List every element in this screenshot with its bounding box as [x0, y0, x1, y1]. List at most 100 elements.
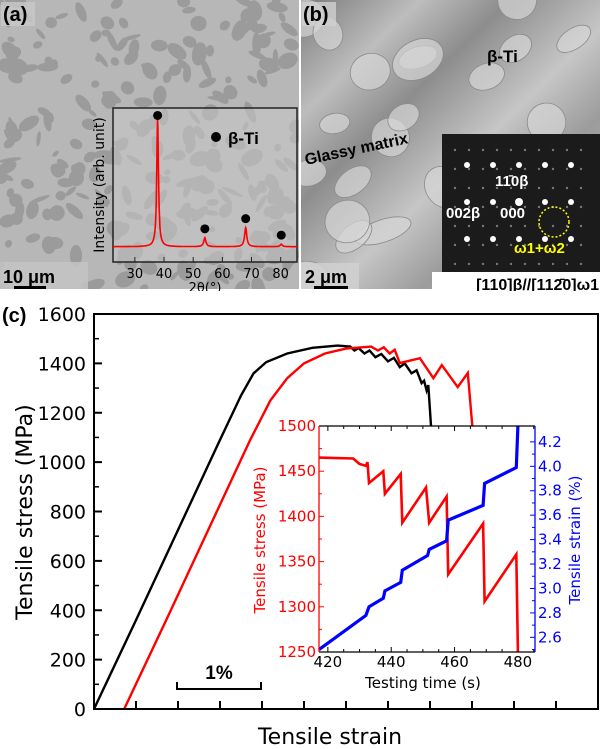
grain: [43, 112, 52, 132]
diffraction-spot-weak: [509, 205, 513, 209]
grain: [89, 30, 102, 42]
omega-label: ω1+ω2: [514, 240, 565, 257]
diffraction-spot: [490, 199, 496, 205]
particle: [334, 165, 372, 198]
grain: [280, 22, 298, 37]
grain: [277, 52, 298, 69]
diffraction-spot: [515, 198, 523, 206]
diffraction-spot-weak: [551, 224, 555, 228]
main-ytick-label: 1200: [38, 403, 86, 425]
inset-xtick-label: 460: [440, 653, 469, 671]
grain: [177, 260, 193, 281]
inset-ytick-left-label: 1400: [278, 507, 316, 525]
diffraction-spot-weak: [565, 186, 569, 190]
grain: [118, 17, 129, 29]
diffraction-spot-weak: [509, 148, 513, 152]
grain: [10, 212, 23, 225]
grain: [47, 236, 64, 250]
grain: [65, 186, 77, 197]
saed-spot-left-label: 002β: [446, 205, 480, 222]
grain: [251, 276, 266, 289]
grain: [51, 163, 66, 177]
diffraction-spot-weak: [551, 148, 555, 152]
grain: [278, 12, 286, 23]
grain: [4, 239, 13, 248]
grain: [8, 72, 23, 84]
grain: [139, 284, 149, 289]
grain: [6, 128, 23, 143]
grain: [37, 107, 51, 117]
grain: [52, 150, 59, 157]
grain: [168, 64, 182, 76]
diffraction-spot-weak: [537, 262, 541, 266]
diffraction-spot-weak: [523, 262, 527, 266]
grain: [69, 138, 83, 150]
diffraction-spot-weak: [509, 167, 513, 171]
grain: [69, 244, 83, 267]
grain: [81, 118, 97, 130]
grain: [75, 94, 92, 112]
grain: [170, 271, 179, 281]
particle: [301, 159, 327, 187]
diffraction-spot-weak: [495, 186, 499, 190]
main-ytick-label: 800: [50, 502, 86, 524]
strain-scale-bar-label: 1%: [205, 663, 233, 684]
particle: [497, 0, 537, 20]
main-ytick-label: 0: [74, 699, 86, 721]
main-ytick-label: 400: [50, 600, 86, 622]
particle: [499, 33, 532, 63]
grain: [110, 57, 120, 66]
diffraction-spot: [568, 162, 574, 168]
diffraction-spot-weak: [467, 243, 471, 247]
grain: [225, 76, 232, 84]
grain: [124, 50, 139, 65]
inset-ytick-left-label: 1250: [278, 643, 316, 661]
inset-ytick-right-label: 2.8: [538, 604, 562, 622]
diffraction-spot-weak: [523, 205, 527, 209]
stress-strain-curve-red: [123, 345, 477, 710]
grain: [25, 233, 41, 243]
grain: [133, 97, 153, 108]
grain: [247, 0, 263, 22]
grain: [57, 178, 74, 188]
inset-ytick-right-label: 3.8: [538, 482, 562, 500]
grain: [8, 116, 16, 133]
diffraction-spot-weak: [467, 167, 471, 171]
xrd-xtick-label: 60: [214, 267, 231, 282]
panel-a-label: (a): [3, 4, 27, 26]
diffraction-spot-weak: [579, 167, 583, 171]
grain: [0, 169, 14, 181]
grain: [234, 279, 250, 289]
grain: [283, 38, 299, 51]
diffraction-spot: [542, 199, 548, 205]
grain: [18, 115, 40, 132]
main-ytick-label: 1600: [38, 304, 86, 326]
xrd-ylabel: Intensity (arb. unit): [92, 117, 108, 253]
diffraction-spot: [490, 236, 496, 242]
diffraction-spot-weak: [509, 262, 513, 266]
diffraction-spot-weak: [551, 186, 555, 190]
grain: [226, 273, 235, 280]
xrd-inset: 30 40 50 60 70 80 β-Ti Intensity (arb. unit) …: [92, 107, 298, 296]
grain: [182, 35, 197, 48]
diffraction-spot-weak: [537, 167, 541, 171]
diffraction-spot-weak: [495, 167, 499, 171]
grain: [262, 267, 277, 282]
xrd-xtick-label: 80: [272, 267, 289, 282]
diffraction-spot-weak: [565, 262, 569, 266]
diffraction-spot-weak: [467, 148, 471, 152]
particle: [319, 112, 351, 135]
inset-ytick-right-label: 3.4: [538, 531, 562, 549]
grain: [55, 190, 66, 201]
grain: [45, 17, 58, 29]
diffraction-spot-weak: [481, 186, 485, 190]
grain: [251, 23, 267, 34]
grain: [231, 23, 252, 38]
inset-ytick-right-label: 4.0: [538, 457, 562, 475]
inset-ytick-left-label: 1350: [278, 553, 316, 571]
grain: [115, 271, 136, 288]
grain: [110, 0, 123, 9]
diffraction-spot-weak: [537, 205, 541, 209]
grain: [49, 59, 58, 68]
inset-stress-curve: [318, 456, 520, 653]
